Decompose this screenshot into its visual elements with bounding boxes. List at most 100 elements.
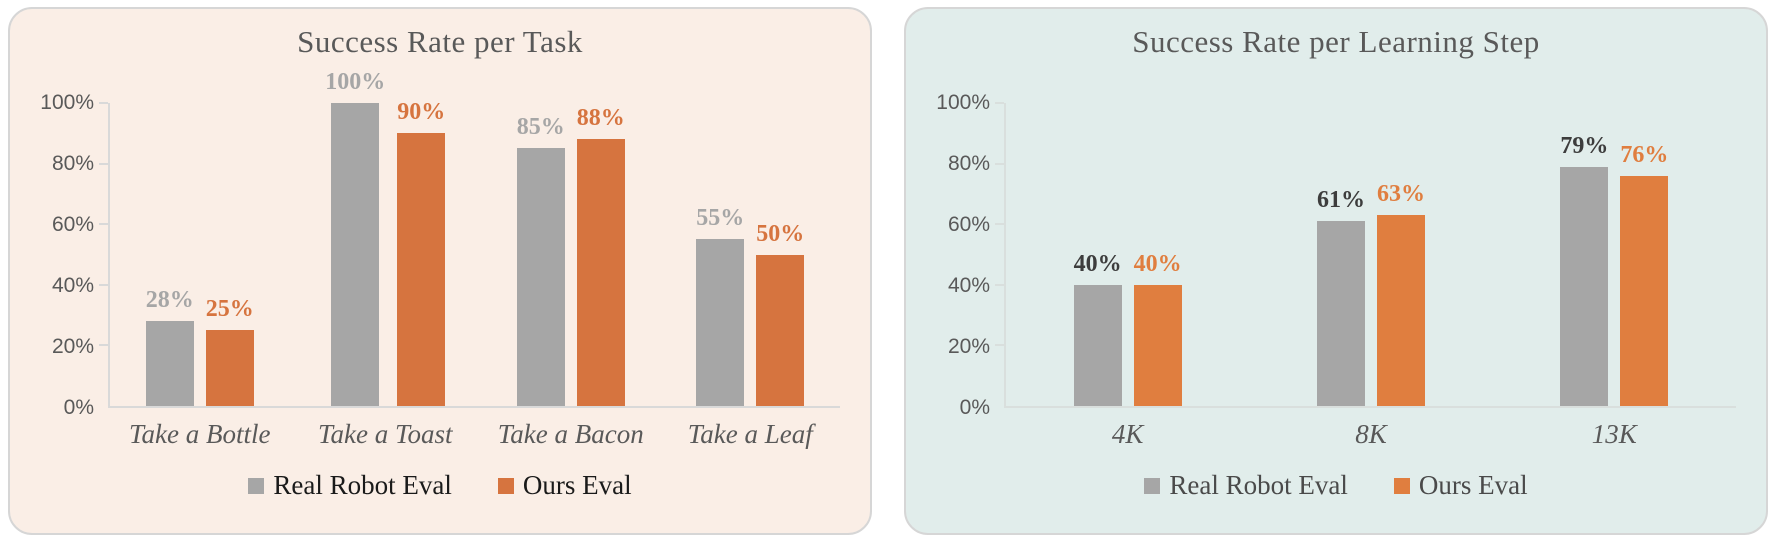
chart-title: Success Rate per Learning Step xyxy=(1132,24,1540,59)
y-tick-label: 60% xyxy=(51,213,94,236)
category-label-4k: 4K xyxy=(1111,419,1144,449)
data-label-ours-eval-4k: 40% xyxy=(1133,250,1182,277)
bar-real-robot-eval-take-a-toast xyxy=(331,103,380,406)
category-label-take-a-bacon: Take a Bacon xyxy=(497,419,644,449)
data-label-ours-eval-take-a-bottle: 25% xyxy=(205,296,254,323)
data-label-real-robot-eval-8k: 61% xyxy=(1316,187,1365,214)
y-tick-label: 0% xyxy=(63,396,94,419)
chart-title: Success Rate per Task xyxy=(297,24,583,59)
bar-real-robot-eval-take-a-bacon xyxy=(516,148,565,406)
legend-item-ours-eval: Ours Eval xyxy=(497,470,632,501)
bar-group-take-a-leaf: 55% 50% Take a Leaf xyxy=(688,103,813,449)
bar-slot: 79% xyxy=(1560,103,1609,406)
legend-swatch-ours-eval xyxy=(497,477,514,494)
y-tick-label: 40% xyxy=(51,274,94,297)
bar-slot: 25% xyxy=(205,103,254,406)
category-label-take-a-bottle: Take a Bottle xyxy=(129,419,271,449)
y-tick-mark xyxy=(99,102,108,104)
y-axis: 0% 20% 40% 60% 80% 100% xyxy=(34,91,108,419)
legend-label-ours-eval: Ours Eval xyxy=(1418,470,1528,500)
legend-label-real-robot-eval: Real Robot Eval xyxy=(1169,470,1348,500)
bar-ours-eval-take-a-bottle xyxy=(205,330,254,406)
legend-item-real-robot-eval: Real Robot Eval xyxy=(1144,470,1348,501)
bar-real-robot-eval-13k xyxy=(1560,166,1609,406)
data-label-real-robot-eval-13k: 79% xyxy=(1560,132,1609,159)
y-tick-mark xyxy=(99,162,108,165)
bar-ours-eval-4k xyxy=(1133,284,1182,406)
bar-slot: 50% xyxy=(756,103,805,406)
y-tick-label: 0% xyxy=(959,396,990,419)
bar-slot: 28% xyxy=(145,103,194,406)
y-tick-label: 20% xyxy=(51,335,94,358)
legend: Real Robot Eval Ours Eval xyxy=(10,470,870,501)
y-tick-mark xyxy=(99,344,108,347)
category-label-8k: 8K xyxy=(1355,419,1387,449)
bar-ours-eval-take-a-leaf xyxy=(756,254,805,406)
chart-area: 0% 20% 40% 60% 80% 100% 28% 25% Take a Bottle 10… xyxy=(34,69,840,449)
bar-slot: 76% xyxy=(1620,103,1669,406)
y-tick-label: 100% xyxy=(40,91,94,114)
category-label-take-a-leaf: Take a Leaf xyxy=(687,419,813,449)
bar-slot: 100% xyxy=(325,69,385,406)
bar-slot: 63% xyxy=(1376,103,1425,406)
data-label-real-robot-eval-take-a-toast: 100% xyxy=(325,69,386,95)
y-tick-mark xyxy=(995,162,1004,165)
bar-real-robot-eval-4k xyxy=(1073,284,1122,406)
y-tick-label: 100% xyxy=(936,91,990,114)
bar-group-4k: 40% 40% 4K xyxy=(1073,103,1182,449)
category-label-13k: 13K xyxy=(1591,419,1637,449)
bar-real-robot-eval-8k xyxy=(1316,221,1365,406)
y-tick-mark xyxy=(99,283,108,286)
y-tick-label: 80% xyxy=(51,152,94,175)
bar-real-robot-eval-take-a-leaf xyxy=(696,239,745,406)
bar-ours-eval-take-a-bacon xyxy=(576,139,625,406)
bar-group-take-a-bacon: 85% 88% Take a Bacon xyxy=(498,103,644,449)
y-tick-mark xyxy=(995,223,1004,226)
bar-slot: 61% xyxy=(1316,103,1365,406)
chart-area: 0% 20% 40% 60% 80% 100% 40% 40% 4K 61% 63% 8K 79% 76… xyxy=(930,91,1736,449)
plot-area: 28% 25% Take a Bottle 100% 90% Take a Toast 85… xyxy=(99,69,840,449)
data-label-real-robot-eval-take-a-leaf: 55% xyxy=(696,205,745,232)
bar-ours-eval-8k xyxy=(1376,215,1425,406)
bar-slot: 85% xyxy=(516,103,565,406)
data-label-real-robot-eval-take-a-bacon: 85% xyxy=(516,114,565,141)
legend-item-real-robot-eval: Real Robot Eval xyxy=(248,470,452,501)
bar-groups: 28% 25% Take a Bottle 100% 90% Take a Toast 85… xyxy=(110,69,840,449)
chart-panel-success-rate-per-task: Success Rate per Task 0% 20% 40% 60% 80% 100%… xyxy=(8,7,872,535)
data-label-ours-eval-13k: 76% xyxy=(1620,141,1669,168)
legend-item-ours-eval: Ours Eval xyxy=(1393,470,1528,501)
legend-label-real-robot-eval: Real Robot Eval xyxy=(273,470,452,500)
legend-label-ours-eval: Ours Eval xyxy=(522,470,632,500)
y-tick-mark xyxy=(99,223,108,226)
bar-groups: 40% 40% 4K 61% 63% 8K 79% 76% 13K xyxy=(1006,103,1736,449)
legend-swatch-ours-eval xyxy=(1393,477,1410,494)
data-label-ours-eval-take-a-leaf: 50% xyxy=(756,220,805,247)
bar-ours-eval-13k xyxy=(1620,175,1669,406)
data-label-real-robot-eval-take-a-bottle: 28% xyxy=(145,287,194,314)
y-axis: 0% 20% 40% 60% 80% 100% xyxy=(930,91,1004,419)
y-tick-mark xyxy=(995,283,1004,286)
bar-group-take-a-bottle: 28% 25% Take a Bottle xyxy=(129,103,271,449)
bar-slot: 88% xyxy=(576,103,625,406)
data-label-ours-eval-take-a-toast: 90% xyxy=(397,99,446,126)
category-label-take-a-toast: Take a Toast xyxy=(317,419,453,449)
bar-ours-eval-take-a-toast xyxy=(397,133,446,406)
y-tick-mark xyxy=(995,344,1004,347)
bar-slot: 40% xyxy=(1073,103,1122,406)
legend-swatch-real-robot-eval xyxy=(248,477,265,494)
bar-real-robot-eval-take-a-bottle xyxy=(145,321,194,406)
plot-area: 40% 40% 4K 61% 63% 8K 79% 76% 13K xyxy=(995,102,1736,449)
y-tick-label: 80% xyxy=(947,152,990,175)
chart-panel-success-rate-per-learning-step: Success Rate per Learning Step 0% 20% 40% 6… xyxy=(904,7,1768,535)
bar-slot: 40% xyxy=(1133,103,1182,406)
y-tick-label: 60% xyxy=(947,213,990,236)
bar-slot: 90% xyxy=(397,99,446,406)
bar-group-take-a-toast: 100% 90% Take a Toast xyxy=(318,69,453,449)
legend-swatch-real-robot-eval xyxy=(1144,477,1161,494)
data-label-real-robot-eval-4k: 40% xyxy=(1073,250,1122,277)
y-tick-label: 40% xyxy=(947,274,990,297)
y-tick-mark xyxy=(995,102,1004,104)
bar-slot: 55% xyxy=(696,103,745,406)
bar-group-13k: 79% 76% 13K xyxy=(1560,103,1669,449)
